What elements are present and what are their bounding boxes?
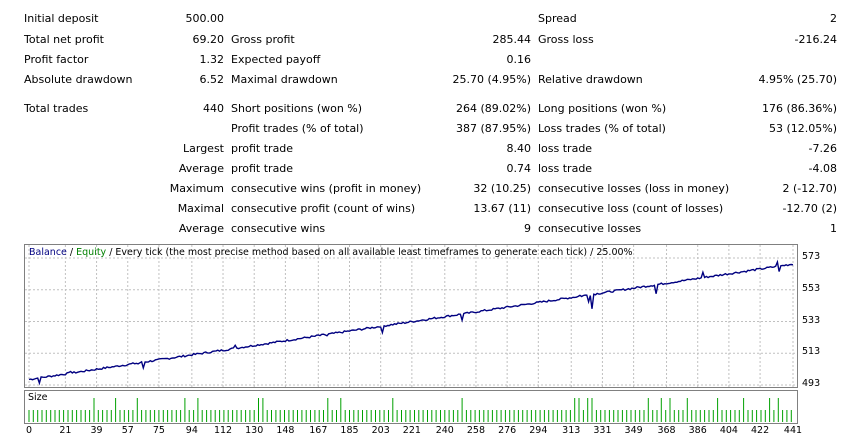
x-tick-label: 167 xyxy=(309,425,328,436)
x-tick-label: 57 xyxy=(121,425,134,436)
x-tick-label: 94 xyxy=(185,425,198,436)
expected-payoff-value: 0.16 xyxy=(506,53,532,66)
total-net-profit-label: Total net profit xyxy=(24,33,104,46)
x-tick-label: 258 xyxy=(466,425,486,436)
size-chart: Size xyxy=(24,390,798,424)
x-tick-label: 422 xyxy=(751,425,770,436)
expected-payoff-label: Expected payoff xyxy=(231,53,321,66)
maximum-label: Maximum xyxy=(169,182,224,195)
average-consec-loss-label: consecutive losses xyxy=(538,222,642,235)
relative-drawdown-label: Relative drawdown xyxy=(538,73,643,86)
relative-drawdown-value: 4.95% (25.70) xyxy=(758,73,837,86)
profit-factor-value: 1.32 xyxy=(199,53,225,66)
gross-profit-value: 285.44 xyxy=(492,33,532,46)
x-tick-label: 349 xyxy=(624,425,643,436)
average-profit-value: 0.74 xyxy=(506,162,532,175)
x-tick-label: 313 xyxy=(562,425,581,436)
y-tick-label: 553 xyxy=(802,282,821,294)
gross-profit-label: Gross profit xyxy=(231,33,295,46)
spread-label: Spread xyxy=(538,12,577,25)
x-tick-label: 404 xyxy=(719,425,738,436)
spread-value: 2 xyxy=(830,12,837,25)
largest-loss-value: -7.26 xyxy=(808,142,837,155)
total-trades-label: Total trades xyxy=(24,102,89,115)
maximum-profit-value: 32 (10.25) xyxy=(473,182,531,195)
average-loss-label: loss trade xyxy=(538,162,593,175)
maximal-drawdown-label: Maximal drawdown xyxy=(231,73,338,86)
loss-trades-value: 53 (12.05%) xyxy=(768,122,837,135)
largest-label: Largest xyxy=(183,142,224,155)
x-tick-label: 75 xyxy=(152,425,165,436)
balance-chart: Balance / Equity / Every tick (the most … xyxy=(24,244,798,388)
profit-trades-label: Profit trades (% of total) xyxy=(231,122,364,135)
x-tick-label: 294 xyxy=(529,425,548,436)
x-tick-label: 240 xyxy=(435,425,454,436)
largest-profit-label: profit trade xyxy=(231,142,294,155)
legend-separator: / xyxy=(66,247,77,258)
average-consec-loss-value: 1 xyxy=(830,222,837,235)
balance-legend: Balance xyxy=(29,247,67,258)
x-tick-label: 112 xyxy=(213,425,233,436)
size-bars xyxy=(28,398,792,422)
total-net-profit-value: 69.20 xyxy=(192,33,225,46)
maximal-profit-label: consecutive profit (count of wins) xyxy=(231,202,416,215)
x-tick-label: 276 xyxy=(498,425,517,436)
x-tick-label: 441 xyxy=(783,425,803,436)
y-tick-label: 493 xyxy=(802,378,821,389)
x-tick-label: 0 xyxy=(25,425,33,436)
chart-grid xyxy=(25,245,797,387)
maximal-label: Maximal xyxy=(177,202,224,215)
average-loss-value: -4.08 xyxy=(808,162,837,175)
short-positions-value: 264 (89.02%) xyxy=(455,102,531,115)
maximal-drawdown-value: 25.70 (4.95%) xyxy=(452,73,531,86)
absolute-drawdown-value: 6.52 xyxy=(199,73,225,86)
maximum-loss-value: 2 (-12.70) xyxy=(782,182,837,195)
maximum-loss-label: consecutive losses (loss in money) xyxy=(538,182,730,195)
x-tick-label: 331 xyxy=(593,425,612,436)
x-tick-label: 148 xyxy=(276,425,295,436)
maximal-loss-value: -12.70 (2) xyxy=(782,202,837,215)
x-tick-label: 368 xyxy=(657,425,676,436)
largest-loss-label: loss trade xyxy=(538,142,593,155)
equity-legend: Equity xyxy=(76,247,107,258)
y-tick-label: 533 xyxy=(802,314,821,326)
short-positions-label: Short positions (won %) xyxy=(231,102,363,115)
total-trades-value: 440 xyxy=(203,102,224,115)
average-consec-label: Average xyxy=(178,222,224,235)
x-tick-label: 221 xyxy=(402,425,421,436)
size-label: Size xyxy=(28,392,48,403)
maximal-loss-label: consecutive loss (count of losses) xyxy=(538,202,724,215)
long-positions-label: Long positions (won %) xyxy=(538,102,667,115)
x-tick-label: 21 xyxy=(59,425,72,436)
maximal-profit-value: 13.67 (11) xyxy=(473,202,531,215)
average-label: Average xyxy=(178,162,224,175)
chart-header: Balance / Equity / Every tick (the most … xyxy=(29,247,633,258)
balance-line xyxy=(28,259,794,386)
y-tick-label: 513 xyxy=(802,346,821,358)
profit-factor-label: Profit factor xyxy=(24,53,89,66)
x-tick-label: 39 xyxy=(90,425,103,436)
initial-deposit-value: 500.00 xyxy=(185,12,225,25)
loss-trades-label: Loss trades (% of total) xyxy=(538,122,666,135)
x-tick-label: 203 xyxy=(371,425,390,436)
average-consec-profit-value: 9 xyxy=(524,222,531,235)
gross-loss-label: Gross loss xyxy=(538,33,594,46)
x-tick-label: 386 xyxy=(688,425,707,436)
balance-chart-svg xyxy=(25,245,797,387)
chart-description: / Every tick (the most precise method ba… xyxy=(106,247,633,258)
average-profit-label: profit trade xyxy=(231,162,294,175)
y-tick-label: 573 xyxy=(802,251,821,262)
average-consec-profit-label: consecutive wins xyxy=(231,222,326,235)
long-positions-value: 176 (86.36%) xyxy=(761,102,837,115)
size-chart-svg xyxy=(28,398,792,422)
initial-deposit-label: Initial deposit xyxy=(24,12,99,25)
x-tick-label: 185 xyxy=(340,425,359,436)
gross-loss-value: -216.24 xyxy=(794,33,837,46)
absolute-drawdown-label: Absolute drawdown xyxy=(24,73,133,86)
x-tick-label: 130 xyxy=(245,425,264,436)
maximum-profit-label: consecutive wins (profit in money) xyxy=(231,182,422,195)
largest-profit-value: 8.40 xyxy=(506,142,532,155)
profit-trades-value: 387 (87.95%) xyxy=(455,122,531,135)
